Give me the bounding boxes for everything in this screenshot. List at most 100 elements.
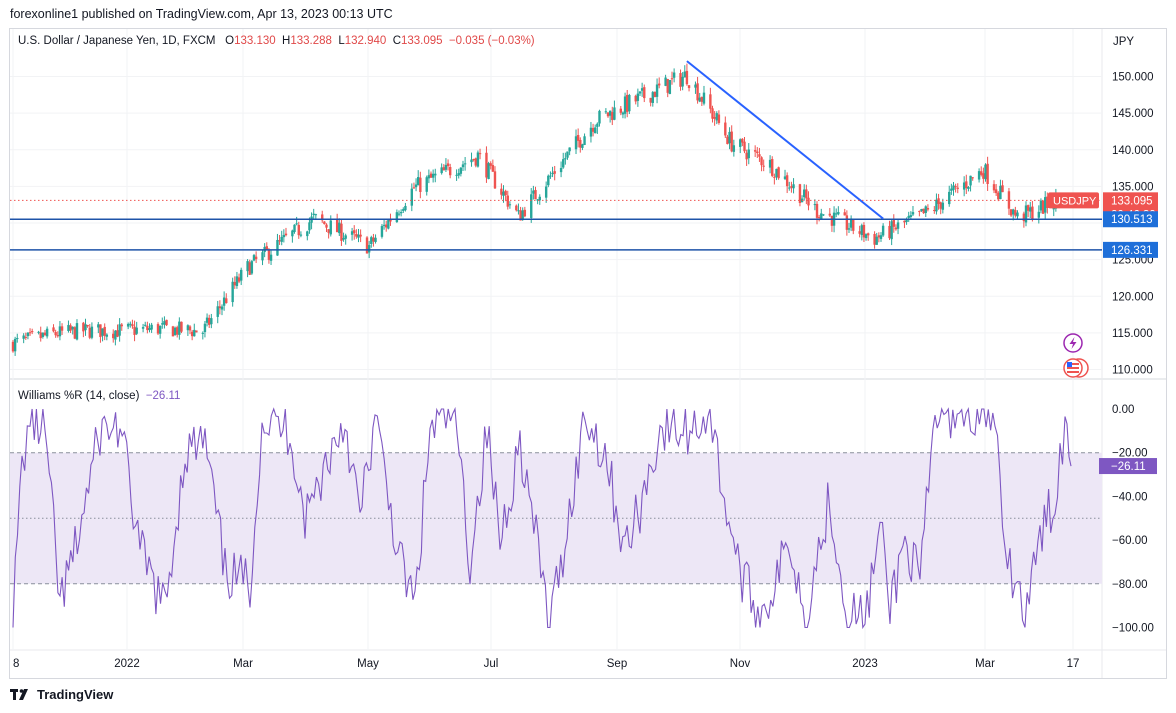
wr-band <box>10 452 1102 585</box>
candle-body <box>103 326 106 336</box>
candle-body <box>380 226 384 237</box>
candle-body <box>470 159 473 163</box>
symbol-title: U.S. Dollar / Japanese Yen, 1D, FXCM <box>18 35 216 47</box>
candle-body <box>323 221 326 225</box>
candle-body <box>668 79 672 94</box>
candle-body <box>75 323 79 340</box>
candle-body <box>306 231 309 237</box>
candle-body <box>165 319 168 326</box>
close-label: C <box>392 35 401 47</box>
candle-body <box>619 108 623 113</box>
candle-body <box>626 94 629 112</box>
candle-body <box>858 231 861 234</box>
candle-body <box>491 165 495 172</box>
candle-body <box>862 224 866 238</box>
candle-body <box>43 332 47 335</box>
candle-body <box>717 114 721 123</box>
time-axis[interactable]: 8 2022 Mar May Jul Sep Nov 2023 Mar 17 <box>13 658 1079 670</box>
indicator-value-tag-text: −26.11 <box>1111 461 1146 473</box>
candle-body <box>980 171 983 175</box>
candle-body <box>235 276 239 287</box>
candle-body <box>896 222 900 229</box>
candle-body <box>657 83 661 86</box>
candlestick-series[interactable] <box>11 63 1060 356</box>
candle-body <box>523 209 527 217</box>
candle-body <box>180 321 183 332</box>
candle-body <box>222 297 226 306</box>
candle-body <box>803 189 806 198</box>
candle-body <box>581 144 584 148</box>
candle-body <box>431 173 435 178</box>
candle-body <box>218 306 222 309</box>
candle-body <box>186 325 190 331</box>
candle-body <box>875 236 878 245</box>
candle-body <box>994 189 998 194</box>
wr-band-fill <box>10 452 1102 584</box>
candle-body <box>655 84 659 97</box>
time-axis-label: 17 <box>1067 658 1080 670</box>
tradingview-footer[interactable]: TradingView <box>10 687 113 702</box>
candle-body <box>822 214 825 216</box>
candle-body <box>22 335 25 339</box>
candle-body <box>798 184 802 203</box>
candle-body <box>962 182 966 190</box>
williams-r-series[interactable] <box>12 406 1072 630</box>
candle-body <box>101 328 104 336</box>
candle-body <box>239 269 243 281</box>
tradingview-brand: TradingView <box>37 687 114 702</box>
candle-body <box>672 72 676 78</box>
candle-body <box>144 324 147 326</box>
candle-body <box>129 323 132 325</box>
candle-body <box>444 164 448 170</box>
candle-body <box>269 254 273 261</box>
candle-body <box>16 337 19 339</box>
candle-body <box>549 175 552 177</box>
candle-body <box>325 224 328 228</box>
candle-body <box>743 141 746 152</box>
high-label: H <box>282 35 291 47</box>
indicator-tick-label: −60.00 <box>1112 535 1148 547</box>
level-lines[interactable] <box>10 60 1102 251</box>
open-label: O <box>225 35 235 47</box>
candle-body <box>254 256 258 260</box>
candle-body <box>382 224 386 226</box>
candle-body <box>188 326 192 331</box>
candle-body <box>73 327 77 339</box>
candle-body <box>999 185 1002 200</box>
candle-body <box>711 108 714 119</box>
symbol-legend[interactable]: U.S. Dollar / Japanese Yen, 1D, FXCM O13… <box>18 35 535 47</box>
candle-body <box>747 149 750 159</box>
candle-body <box>790 186 793 188</box>
flag-icon[interactable] <box>1063 358 1089 378</box>
time-axis-label: Mar <box>975 658 995 670</box>
candle-body <box>485 152 488 178</box>
candle-body <box>538 196 541 201</box>
candle-body <box>176 327 179 335</box>
candle-body <box>225 298 228 304</box>
candle-body <box>890 221 893 240</box>
candle-body <box>314 214 318 216</box>
candle-body <box>576 135 580 141</box>
bolt-icon[interactable] <box>1063 333 1083 353</box>
candle-body <box>338 222 341 234</box>
candle-body <box>530 194 533 218</box>
candle-body <box>504 190 507 196</box>
candle-body <box>118 324 121 336</box>
candle-body <box>606 112 610 117</box>
candle-body <box>446 163 450 167</box>
candle-body <box>126 323 130 327</box>
symbol-tag-box <box>1048 192 1099 209</box>
candle-body <box>429 173 433 178</box>
candle-body <box>99 324 102 338</box>
candle-body <box>1044 197 1047 213</box>
candle-body <box>611 112 614 121</box>
indicator-axis[interactable]: 0.00 −20.00 −40.00 −60.00 −80.00 −100.00 −26.1… <box>1099 404 1157 635</box>
indicator-value: −26.11 <box>145 390 181 402</box>
candle-body <box>280 236 283 242</box>
candle-body <box>643 87 646 99</box>
candle-body <box>58 326 62 337</box>
indicator-legend[interactable]: Williams %R (14, close) −26.11 <box>18 390 180 402</box>
candle-body <box>847 228 851 230</box>
candle-body <box>562 159 565 168</box>
